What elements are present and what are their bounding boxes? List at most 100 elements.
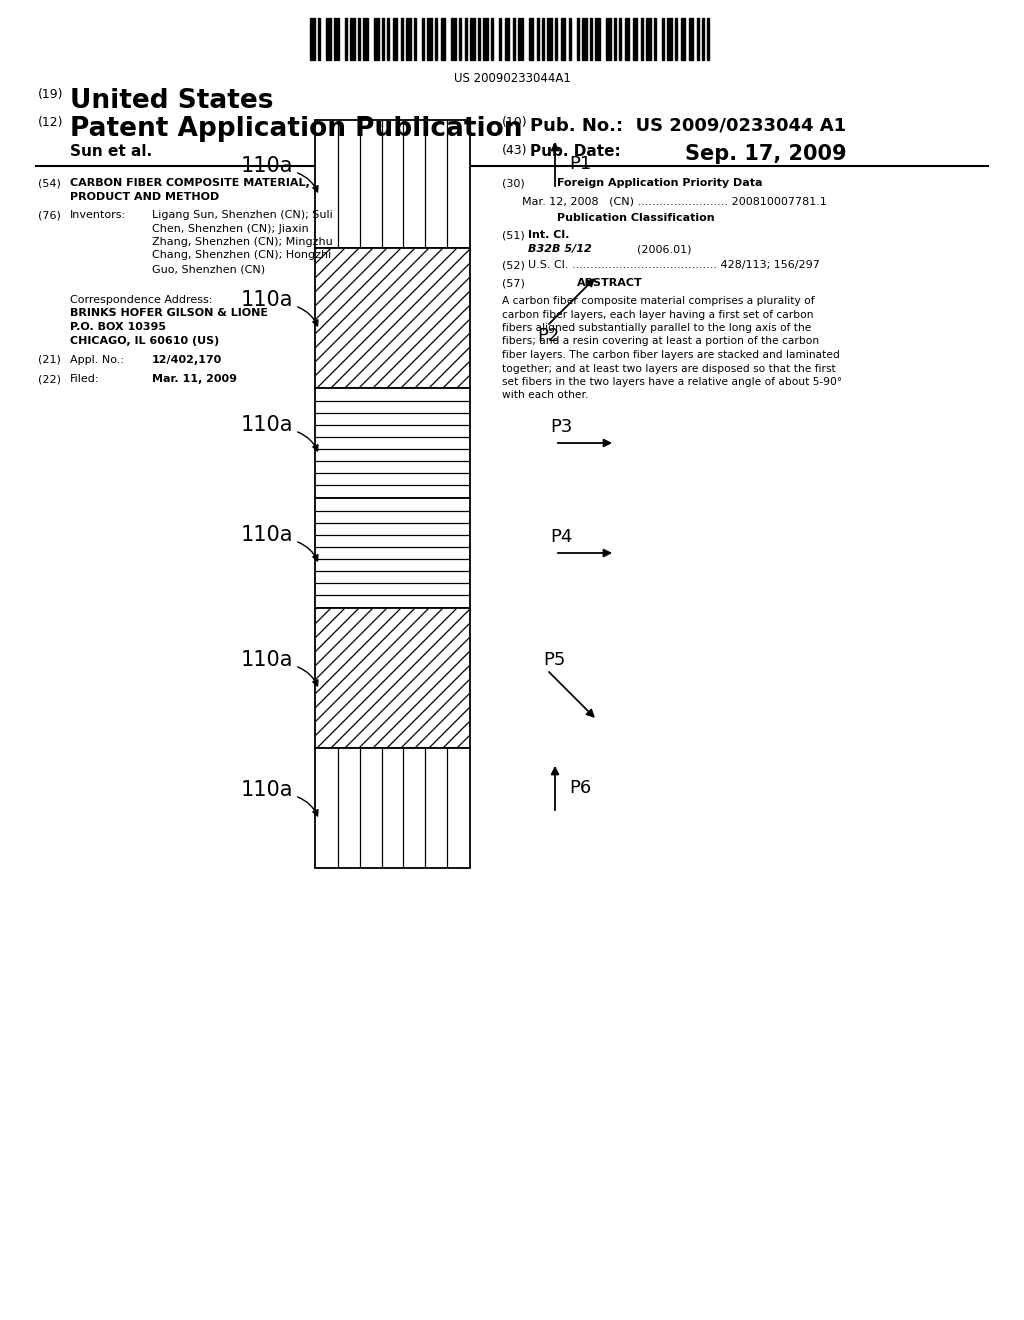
Bar	[563, 18, 565, 59]
Bar	[406, 18, 408, 59]
Text: Mar. 12, 2008   (CN) ......................... 200810007781.1: Mar. 12, 2008 (CN) .....................…	[522, 195, 826, 206]
Text: P1: P1	[569, 154, 591, 173]
Bar	[440, 18, 442, 59]
Text: Zhang, Shenzhen (CN); Mingzhu: Zhang, Shenzhen (CN); Mingzhu	[152, 238, 333, 247]
Bar	[460, 18, 462, 59]
Bar	[382, 18, 384, 59]
Text: U.S. Cl. ........................................ 428/113; 156/297: U.S. Cl. ...............................…	[528, 260, 820, 271]
Text: (43): (43)	[502, 144, 527, 157]
Text: Correspondence Address:: Correspondence Address:	[70, 294, 212, 305]
Text: with each other.: with each other.	[502, 391, 589, 400]
Text: Ligang Sun, Shenzhen (CN); Suli: Ligang Sun, Shenzhen (CN); Suli	[152, 210, 333, 220]
Bar	[414, 18, 416, 59]
Bar	[387, 18, 389, 59]
Text: Chen, Shenzhen (CN); Jiaxin: Chen, Shenzhen (CN); Jiaxin	[152, 223, 309, 234]
Text: A carbon fiber composite material comprises a plurality of: A carbon fiber composite material compri…	[502, 296, 814, 306]
Bar	[662, 18, 664, 59]
Bar	[582, 18, 584, 59]
Bar	[668, 18, 670, 59]
Text: P2: P2	[537, 327, 559, 345]
Text: fibers; and a resin covering at least a portion of the carbon: fibers; and a resin covering at least a …	[502, 337, 819, 346]
Text: Patent Application Publication: Patent Application Publication	[70, 116, 522, 143]
Text: (22): (22)	[38, 374, 61, 384]
Bar	[670, 18, 672, 59]
Text: (21): (21)	[38, 355, 60, 366]
Text: (10): (10)	[502, 116, 527, 129]
Bar	[646, 18, 648, 59]
Bar	[318, 18, 321, 59]
Text: BRINKS HOFER GILSON & LIONE: BRINKS HOFER GILSON & LIONE	[70, 309, 268, 318]
Text: 110a: 110a	[241, 156, 293, 176]
Text: Mar. 11, 2009: Mar. 11, 2009	[152, 374, 237, 384]
Bar	[513, 18, 515, 59]
Bar	[500, 18, 502, 59]
Bar	[334, 18, 336, 59]
Bar	[702, 18, 703, 59]
Bar	[350, 18, 352, 59]
Bar	[691, 18, 693, 59]
Bar	[654, 18, 656, 59]
Bar	[377, 18, 379, 59]
Text: Filed:: Filed:	[70, 374, 99, 384]
Bar	[452, 18, 454, 59]
Bar	[676, 18, 677, 59]
Text: Pub. No.:  US 2009/0233044 A1: Pub. No.: US 2009/0233044 A1	[530, 116, 846, 135]
Bar	[395, 18, 397, 59]
Text: Foreign Application Priority Data: Foreign Application Priority Data	[557, 178, 763, 187]
Text: 110a: 110a	[241, 290, 293, 310]
Text: fiber layers. The carbon fiber layers are stacked and laminated: fiber layers. The carbon fiber layers ar…	[502, 350, 840, 360]
Text: CARBON FIBER COMPOSITE MATERIAL,: CARBON FIBER COMPOSITE MATERIAL,	[70, 178, 309, 187]
Bar	[595, 18, 597, 59]
Bar	[364, 18, 366, 59]
Bar	[473, 18, 475, 59]
Text: together; and at least two layers are disposed so that the first: together; and at least two layers are di…	[502, 363, 836, 374]
Bar	[392, 18, 394, 59]
Bar	[454, 18, 456, 59]
Text: 110a: 110a	[241, 649, 293, 671]
Text: ABSTRACT: ABSTRACT	[577, 279, 643, 288]
Bar	[422, 18, 424, 59]
Text: fibers aligned substantially parallel to the long axis of the: fibers aligned substantially parallel to…	[502, 323, 811, 333]
Text: (19): (19)	[38, 88, 63, 102]
Bar	[427, 18, 429, 59]
Text: (52): (52)	[502, 260, 525, 271]
Bar	[409, 18, 411, 59]
Bar	[608, 18, 610, 59]
Text: 110a: 110a	[241, 525, 293, 545]
Text: (76): (76)	[38, 210, 60, 220]
Bar	[486, 18, 488, 59]
Bar	[315, 498, 470, 609]
Bar	[689, 18, 690, 59]
Bar	[430, 18, 432, 59]
Bar	[478, 18, 480, 59]
Bar	[577, 18, 579, 59]
Bar	[620, 18, 622, 59]
Bar	[606, 18, 608, 59]
Text: (12): (12)	[38, 116, 63, 129]
Bar	[337, 18, 339, 59]
Bar	[312, 18, 314, 59]
Bar	[358, 18, 360, 59]
Bar	[400, 18, 402, 59]
Text: (57): (57)	[502, 279, 525, 288]
Text: P4: P4	[550, 528, 572, 546]
Bar	[443, 18, 445, 59]
Bar	[518, 18, 520, 59]
Text: carbon fiber layers, each layer having a first set of carbon: carbon fiber layers, each layer having a…	[502, 309, 813, 319]
Bar	[598, 18, 600, 59]
Text: set fibers in the two layers have a relative angle of about 5-90°: set fibers in the two layers have a rela…	[502, 378, 842, 387]
Bar	[505, 18, 507, 59]
Bar	[628, 18, 630, 59]
Text: B32B 5/12: B32B 5/12	[528, 244, 592, 253]
Bar	[625, 18, 627, 59]
Bar	[537, 18, 539, 59]
Text: (30): (30)	[502, 178, 524, 187]
Bar	[315, 388, 470, 498]
Bar	[590, 18, 592, 59]
Bar	[635, 18, 637, 59]
Bar	[542, 18, 544, 59]
Text: P5: P5	[543, 651, 565, 669]
Bar	[561, 18, 562, 59]
Bar	[528, 18, 530, 59]
Bar	[435, 18, 437, 59]
